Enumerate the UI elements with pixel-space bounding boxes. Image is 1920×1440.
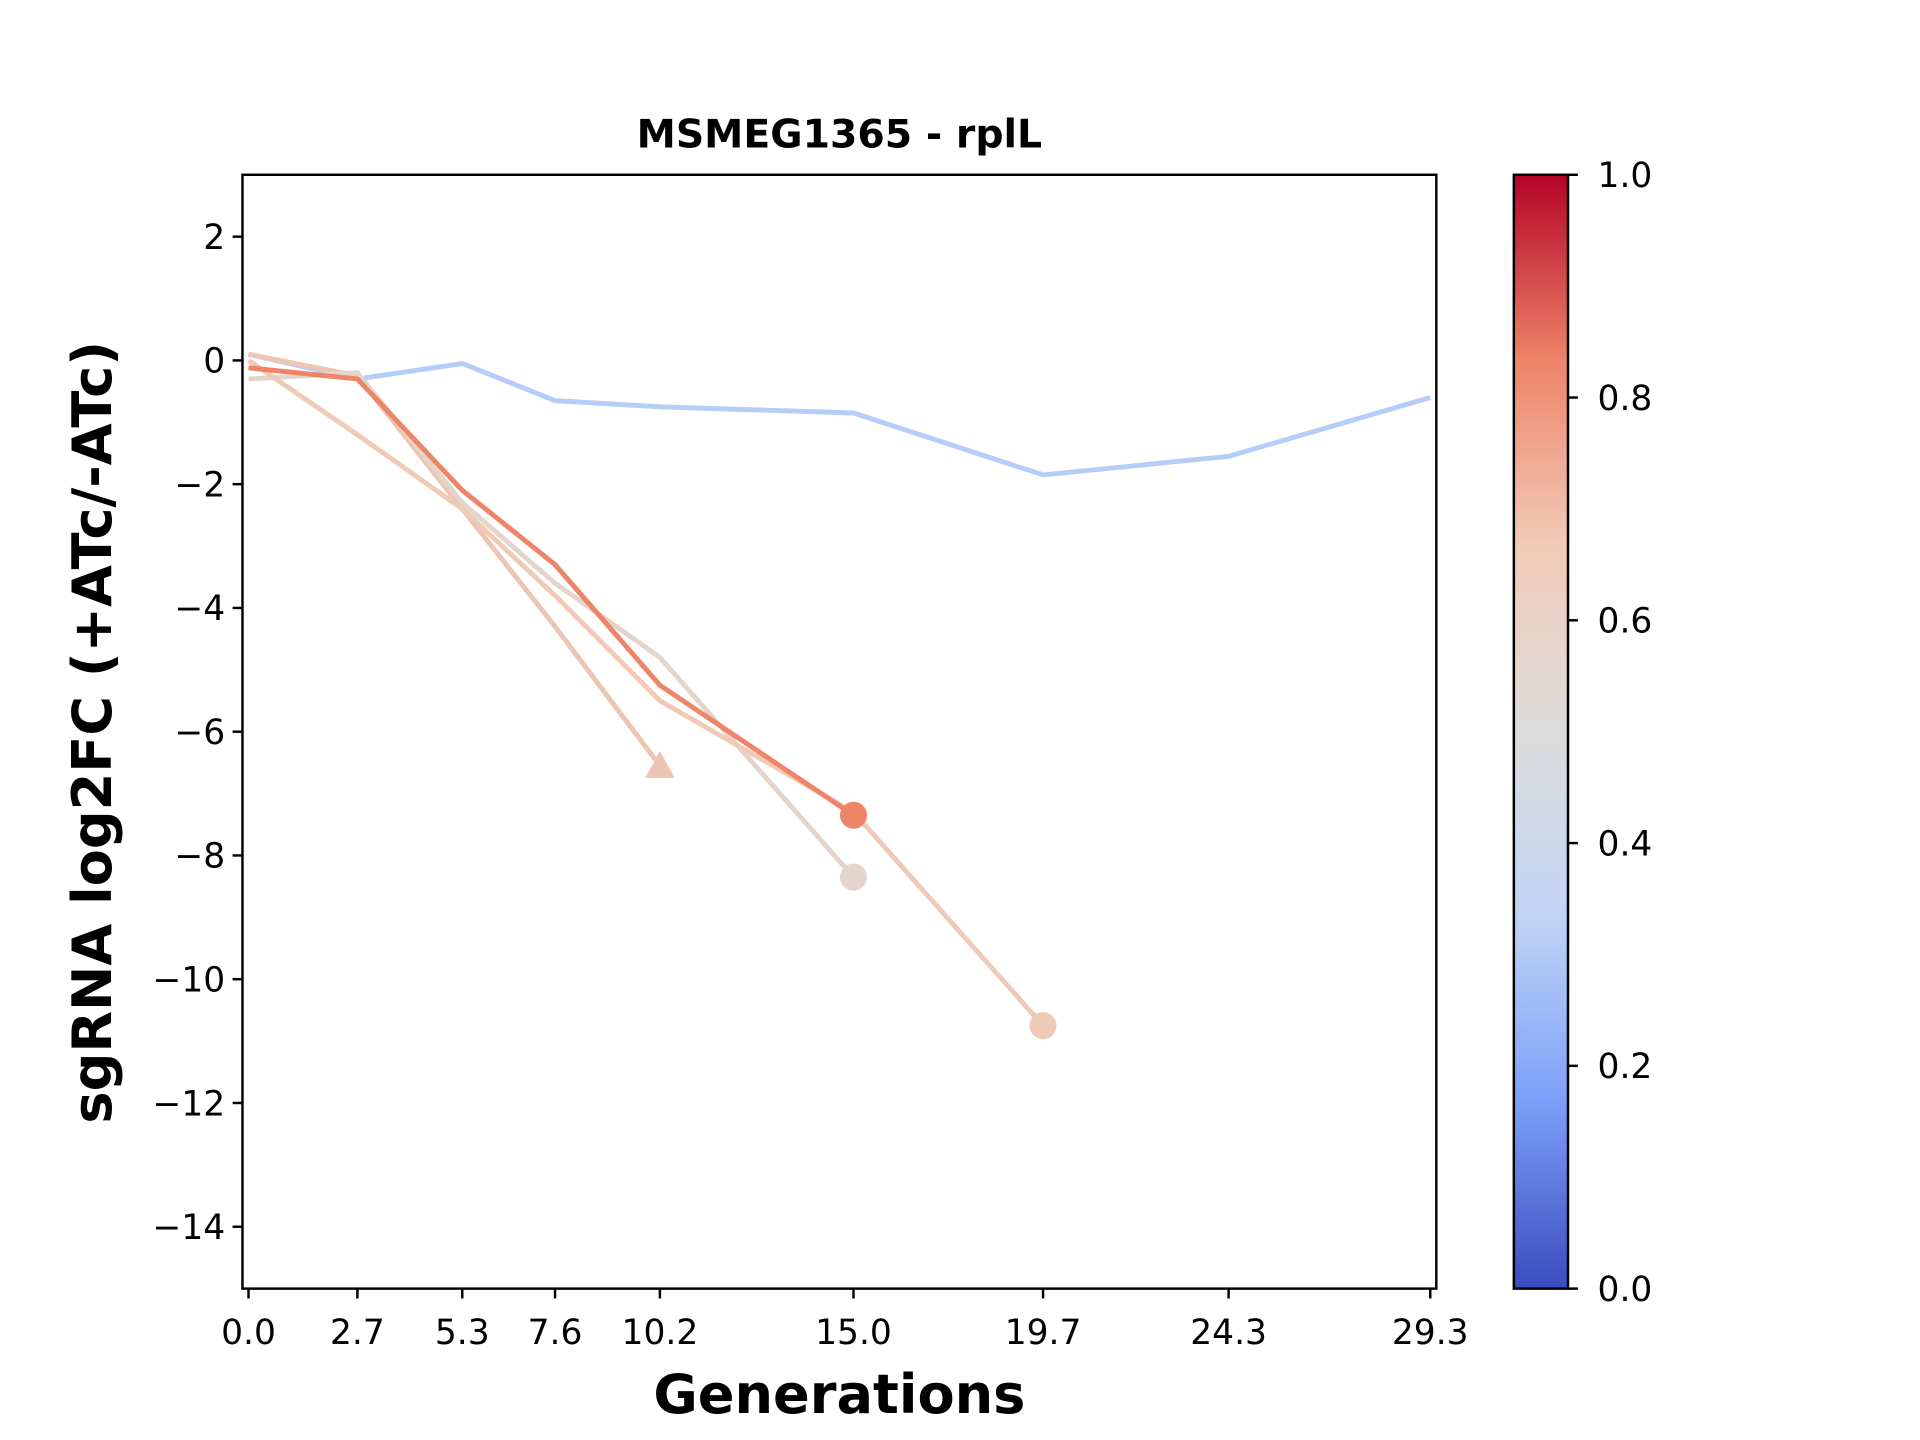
series-line: [247, 358, 1045, 1028]
plot-frame: [241, 173, 1438, 1290]
colorbar-tick-label: 1.0: [1598, 156, 1653, 196]
series-line: [247, 351, 1431, 478]
y-tick-label: −14: [153, 1208, 226, 1248]
y-tick-label: 2: [203, 218, 225, 258]
colorbar-tick-label: 0.0: [1598, 1270, 1653, 1310]
x-tick-label: 7.6: [528, 1313, 583, 1353]
chart-title: MSMEG1365 - rplL: [637, 112, 1042, 158]
x-tick-label: 10.2: [622, 1313, 699, 1353]
y-tick-label: −6: [174, 713, 225, 753]
y-tick-label: −4: [174, 589, 225, 629]
colorbar: [1512, 173, 1570, 1290]
x-tick-label: 0.0: [221, 1313, 276, 1353]
end-marker: [1029, 1012, 1057, 1040]
y-tick-label: −2: [174, 465, 225, 505]
end-marker: [839, 801, 868, 829]
series-line: [248, 370, 856, 879]
series-line: [248, 351, 662, 768]
colorbar-tick-label: 0.8: [1598, 379, 1653, 419]
x-tick-label: 29.3: [1392, 1313, 1469, 1353]
end-marker: [839, 863, 868, 891]
y-tick-label: 0: [203, 342, 225, 382]
x-tick-label: 2.7: [330, 1313, 385, 1353]
x-axis-label: Generations: [653, 1363, 1025, 1426]
end-marker: [645, 750, 675, 779]
y-axis-label: sgRNA log2FC (+ATc/-ATc): [61, 341, 124, 1124]
colorbar-tick-label: 0.4: [1598, 824, 1653, 864]
x-tick-label: 5.3: [435, 1313, 490, 1353]
x-tick-label: 24.3: [1190, 1313, 1267, 1353]
x-tick-label: 15.0: [815, 1313, 892, 1353]
y-tick-label: −8: [174, 837, 225, 877]
x-tick-label: 19.7: [1005, 1313, 1082, 1353]
y-tick-label: −12: [153, 1084, 226, 1124]
plot-area: [247, 351, 1431, 1028]
colorbar-tick-label: 0.6: [1598, 602, 1653, 642]
colorbar-tick-label: 0.2: [1598, 1047, 1653, 1087]
series-line: [248, 365, 855, 818]
y-tick-label: −10: [153, 961, 226, 1001]
